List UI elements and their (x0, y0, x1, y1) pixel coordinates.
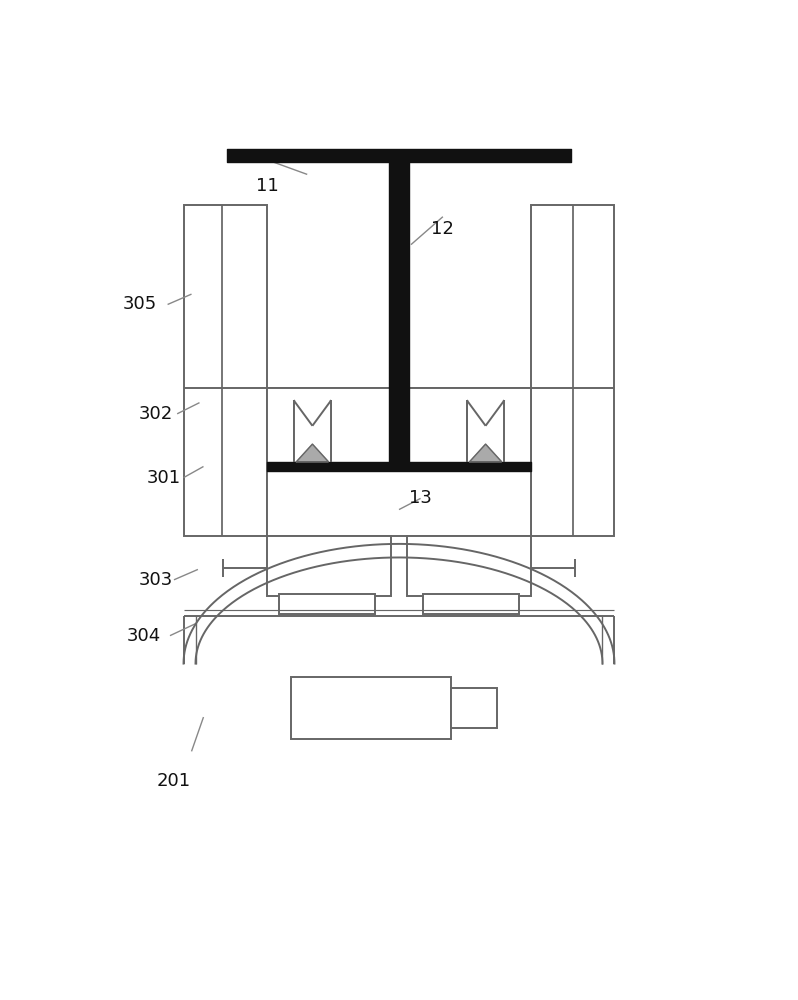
Bar (267, 388, 531, 536)
Text: 201: 201 (157, 772, 191, 790)
Text: 305: 305 (123, 295, 156, 313)
Bar (184, 205, 267, 536)
Text: 302: 302 (139, 405, 172, 423)
Bar (423, 594, 519, 614)
Bar (407, 536, 531, 596)
Bar (279, 594, 375, 614)
Text: 11: 11 (256, 177, 279, 195)
Text: 304: 304 (127, 627, 160, 645)
Bar (531, 205, 614, 536)
Polygon shape (469, 444, 502, 462)
Polygon shape (297, 444, 329, 462)
Bar (451, 688, 497, 728)
Polygon shape (294, 401, 330, 462)
Text: 13: 13 (409, 489, 432, 507)
Polygon shape (468, 401, 504, 462)
Bar (291, 677, 451, 739)
Text: 301: 301 (147, 469, 180, 487)
Bar (267, 536, 391, 596)
Text: 303: 303 (139, 571, 172, 589)
Text: 12: 12 (432, 220, 454, 238)
